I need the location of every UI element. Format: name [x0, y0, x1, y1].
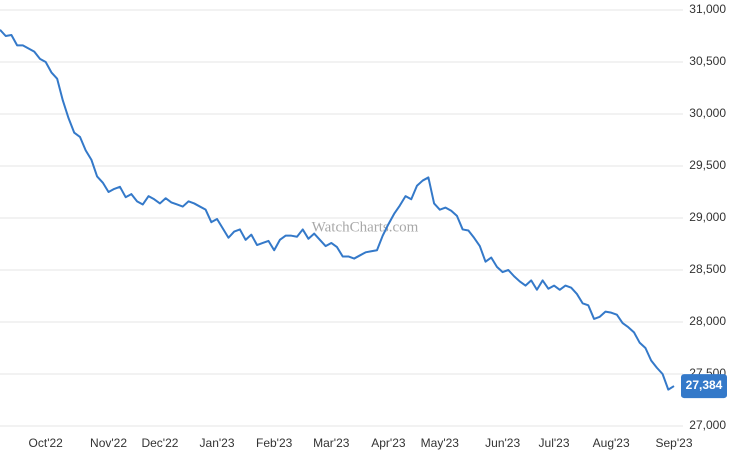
x-tick-label: Mar'23	[313, 436, 350, 450]
y-tick-label: 28,000	[689, 314, 726, 328]
x-tick-label: Feb'23	[256, 436, 293, 450]
x-tick-label: Jul'23	[539, 436, 570, 450]
y-tick-label: 30,000	[689, 106, 726, 120]
watermark: WatchCharts.com	[312, 219, 419, 235]
x-tick-label: Nov'22	[90, 436, 127, 450]
current-value-label: 27,384	[686, 378, 723, 392]
current-value-tag: 27,384	[681, 374, 727, 399]
x-tick-label: Aug'23	[593, 436, 630, 450]
x-tick-label: Jun'23	[485, 436, 520, 450]
y-tick-label: 29,500	[689, 158, 726, 172]
x-tick-label: May'23	[421, 436, 460, 450]
y-tick-label: 30,500	[689, 54, 726, 68]
price-line	[0, 29, 675, 391]
y-tick-label: 27,000	[689, 418, 726, 432]
x-tick-label: Dec'22	[141, 436, 178, 450]
x-tick-label: Oct'22	[29, 436, 64, 450]
y-tick-label: 31,000	[689, 2, 726, 16]
current-value-box	[681, 374, 727, 399]
y-tick-label: 28,500	[689, 262, 726, 276]
x-tick-label: Apr'23	[371, 436, 406, 450]
y-tick-label: 29,000	[689, 210, 726, 224]
x-tick-label: Jan'23	[200, 436, 235, 450]
x-tick-label: Sep'23	[656, 436, 693, 450]
